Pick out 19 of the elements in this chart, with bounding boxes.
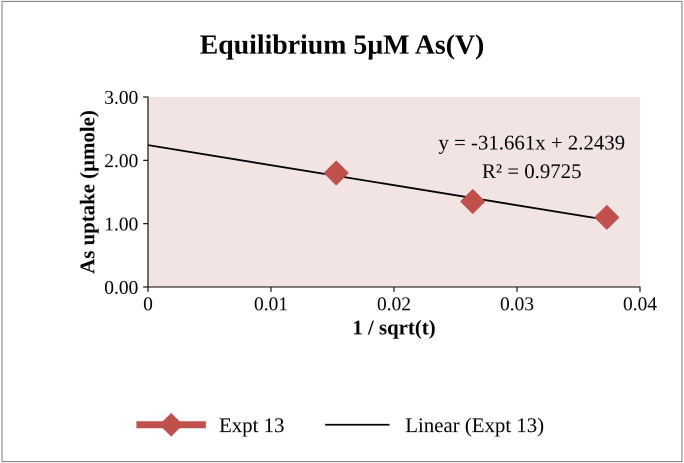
y-tick-label: 0.00 bbox=[104, 280, 138, 294]
legend-label: Linear (Expt 13) bbox=[406, 418, 544, 437]
annotation: R² = 0.9725 bbox=[482, 164, 581, 178]
x-tick-label: 0.01 bbox=[254, 297, 287, 310]
point bbox=[324, 160, 349, 186]
x-tick-label: 0.02 bbox=[378, 297, 410, 310]
chart-title: Equilibrium 5µM As(V) bbox=[200, 34, 484, 60]
annotation: y = -31.661x + 2.2439 bbox=[438, 136, 624, 154]
y-tick-label: 1.00 bbox=[106, 217, 138, 231]
point bbox=[594, 205, 620, 230]
legend-label: Expt 13 bbox=[220, 418, 284, 437]
x-axis-title: 1 / sqrt(t) bbox=[354, 320, 435, 339]
y-tick-label: 3.00 bbox=[105, 90, 138, 104]
y-tick-label: 2.00 bbox=[105, 154, 138, 168]
y-axis-title: As uptake (µmole) bbox=[80, 111, 99, 274]
x-tick-label: 0.03 bbox=[500, 297, 534, 310]
x-tick-label: 0.04 bbox=[624, 297, 657, 310]
point bbox=[460, 189, 486, 214]
x-tick-label: 0 bbox=[144, 297, 152, 310]
